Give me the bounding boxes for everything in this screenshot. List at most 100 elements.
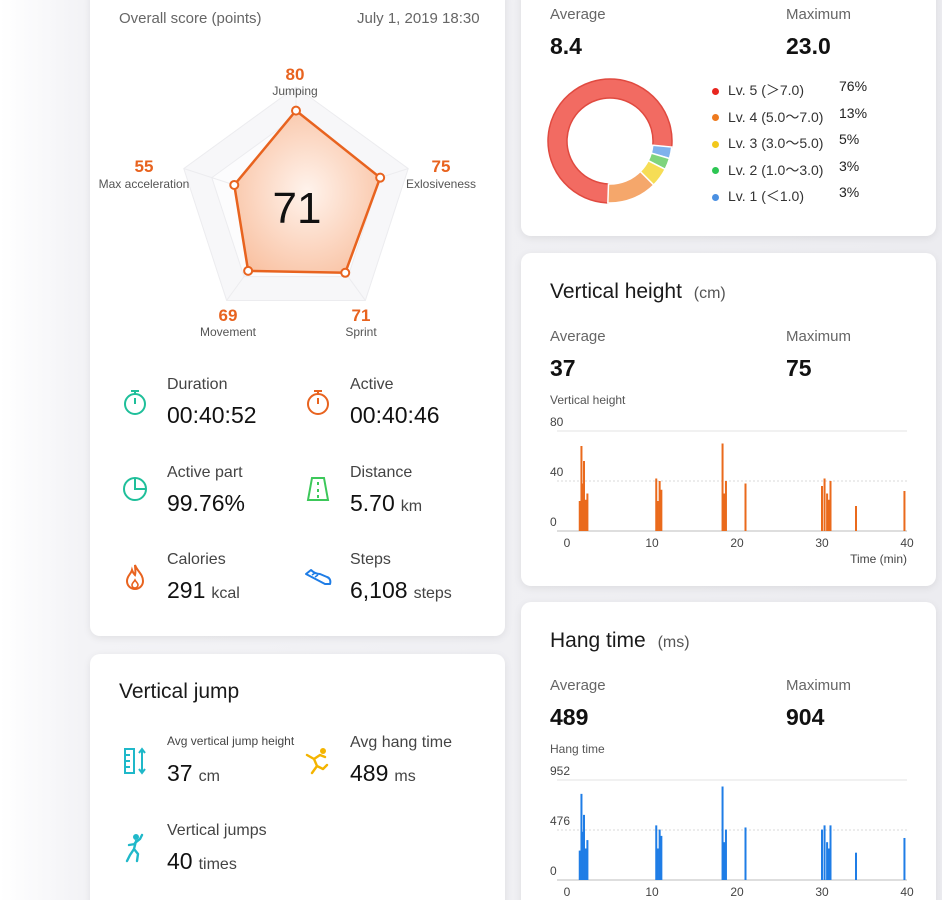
bar [656, 501, 659, 531]
y-tick-label: 476 [550, 814, 570, 828]
x-tick-label: 0 [564, 885, 571, 899]
legend-percent: 3% [839, 184, 860, 200]
y-tick-label: 0 [550, 515, 557, 529]
bar [586, 840, 589, 880]
bar [580, 793, 583, 880]
bar [723, 842, 726, 880]
vertical-jump-title: Vertical jump [119, 680, 240, 703]
x-tick-label: 30 [815, 536, 829, 550]
speed-maximum-label: Maximum [786, 6, 852, 23]
distance-field-icon [306, 477, 330, 501]
x-tick-label: 10 [645, 885, 659, 899]
legend-item: Lv. 2 (1.0～3.0) [712, 160, 823, 180]
speed-average-value: 8.4 [550, 33, 582, 59]
bar [827, 848, 830, 880]
bar [583, 814, 585, 880]
session-timestamp: July 1, 2019 18:30 [357, 10, 480, 27]
legend-dot [712, 140, 719, 148]
radar-points [229, 105, 386, 278]
bar [660, 835, 663, 880]
active-label: Active [350, 376, 394, 393]
x-tick-label: 40 [900, 536, 914, 550]
duration-value: 00:40:52 [167, 402, 257, 428]
hang-time-title: Hang time (ms) [550, 629, 690, 652]
radar-explosiveness-value: 75 [431, 157, 451, 176]
calories-label: Calories [167, 551, 226, 568]
bar [903, 837, 906, 880]
radar-sprint-label: Sprint [345, 325, 377, 339]
bar [823, 825, 826, 880]
y-tick-label: 0 [550, 864, 557, 878]
donut-slice [607, 170, 655, 204]
steps-value: 6,108 steps [350, 577, 452, 603]
bar [580, 446, 583, 531]
bar [821, 486, 823, 531]
bar [903, 491, 906, 531]
vertical-height-average-label: Average [550, 328, 606, 345]
bar [827, 499, 830, 531]
avg-jump-height-label: Avg vertical jump height [167, 734, 295, 748]
legend-label: Lv. 4 (5.0～7.0) [728, 108, 824, 125]
legend-label: Lv. 2 (1.0～3.0) [728, 161, 824, 178]
speed-distribution-card: Average 8.4 Maximum 23.0 Lv. 5 (＞7.0) 76%… [521, 0, 936, 236]
legend-percent: 76% [839, 78, 868, 94]
active-part-label: Active part [167, 464, 243, 481]
legend-item: Lv. 1 (＜1.0) [712, 186, 804, 206]
vertical-height-maximum-value: 75 [786, 355, 812, 381]
radar-explosiveness-label: Exlosiveness [405, 177, 477, 191]
radar-movement-value: 69 [218, 306, 238, 325]
distance-label: Distance [350, 464, 413, 481]
legend-dot [712, 167, 719, 175]
speed-maximum-value: 23.0 [786, 33, 831, 59]
vertical-jump-card: Vertical jump Avg vertical jump height 3… [90, 654, 505, 900]
bar [855, 506, 857, 531]
bar [586, 493, 589, 531]
radar-max-acceleration-label: Max acceleration [98, 177, 190, 191]
legend-dot [712, 87, 719, 95]
vertical-height-title: Vertical height (cm) [550, 280, 726, 303]
avg-jump-height-value: 37 cm [167, 760, 220, 786]
overall-score-label: Overall score (points) [119, 10, 262, 27]
bar [855, 852, 857, 880]
bar [584, 499, 587, 531]
basketball-player-icon [125, 833, 144, 863]
legend-label: Lv. 3 (3.0～5.0) [728, 135, 824, 151]
bar [658, 481, 661, 531]
bar [655, 825, 658, 880]
legend-percent: 13% [839, 104, 868, 121]
radar-sprint-value: 71 [351, 306, 371, 325]
x-axis-label: Time (min) [850, 552, 907, 566]
donut-slice [547, 78, 673, 204]
bar [724, 829, 727, 880]
x-tick-label: 10 [645, 536, 659, 550]
bar [721, 443, 724, 531]
bar [658, 829, 661, 880]
stopwatch-active-icon [307, 390, 329, 415]
legend-percent: 5% [839, 131, 860, 147]
x-tick-label: 20 [730, 536, 744, 550]
speed-average-label: Average [550, 6, 606, 23]
x-tick-label: 40 [900, 885, 914, 899]
radar-movement-label: Movement [199, 325, 257, 339]
vertical-height-maximum-label: Maximum [786, 328, 852, 345]
hang-time-maximum-label: Maximum [786, 677, 852, 694]
vertical-jumps-value: 40 times [167, 848, 237, 874]
vertical-jumps-label: Vertical jumps [167, 822, 267, 839]
active-part-value: 99.76% [167, 490, 246, 516]
distance-value: 5.70 km [350, 490, 423, 516]
hang-time-chart-label: Hang time [550, 742, 605, 756]
active-value: 00:40:46 [350, 402, 440, 428]
calories-value: 291 kcal [167, 577, 240, 603]
bar [744, 827, 747, 880]
avg-hang-time-value: 489 ms [350, 760, 416, 786]
hang-time-average-value: 489 [550, 704, 589, 730]
overall-score-value: 71 [272, 184, 322, 233]
vertical-height-chart-label: Vertical height [550, 393, 626, 407]
shoe-icon [305, 569, 332, 585]
bar [655, 478, 658, 531]
vertical-height-average-value: 37 [550, 355, 576, 381]
stopwatch-icon [124, 390, 146, 415]
legend-label: Lv. 5 (＞7.0) [728, 82, 804, 98]
radar-jumping-value: 80 [285, 65, 305, 84]
legend-dot [712, 193, 719, 201]
